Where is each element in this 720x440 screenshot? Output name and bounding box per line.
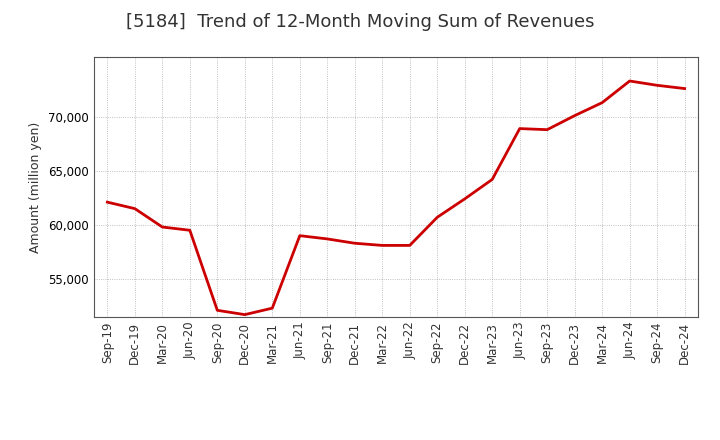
Y-axis label: Amount (million yen): Amount (million yen) — [30, 121, 42, 253]
Text: [5184]  Trend of 12-Month Moving Sum of Revenues: [5184] Trend of 12-Month Moving Sum of R… — [126, 13, 594, 31]
